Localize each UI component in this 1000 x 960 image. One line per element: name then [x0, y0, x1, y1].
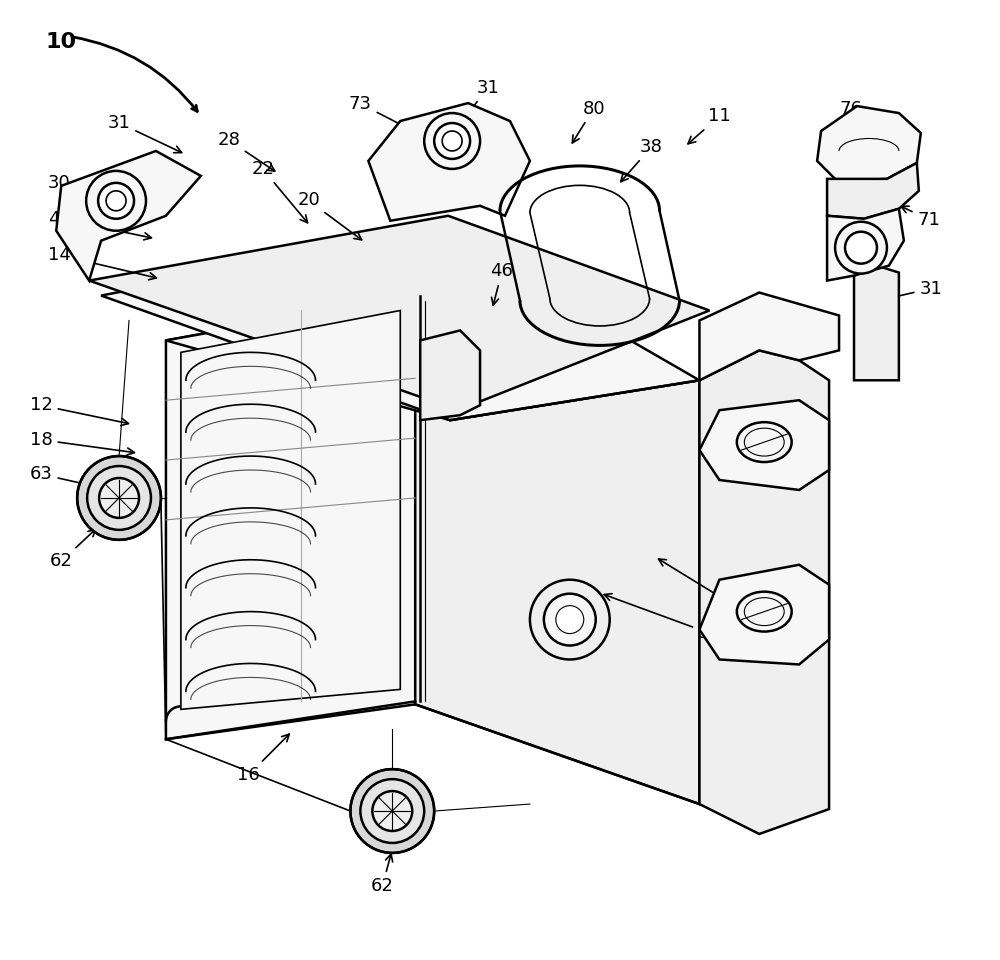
Text: 46: 46	[48, 209, 151, 240]
Polygon shape	[415, 296, 699, 804]
Circle shape	[544, 593, 596, 645]
Circle shape	[106, 191, 126, 211]
Text: 71: 71	[901, 206, 940, 228]
Text: 14: 14	[48, 246, 156, 279]
Circle shape	[845, 231, 877, 264]
Circle shape	[424, 113, 480, 169]
Polygon shape	[181, 310, 400, 709]
Polygon shape	[420, 330, 480, 420]
Text: 20: 20	[297, 191, 362, 240]
Text: 46: 46	[491, 262, 513, 305]
Circle shape	[86, 171, 146, 230]
Text: 11: 11	[688, 108, 731, 144]
Text: 31: 31	[752, 402, 801, 424]
Polygon shape	[699, 293, 839, 380]
Text: 31: 31	[465, 79, 499, 117]
Polygon shape	[699, 350, 829, 834]
Text: 24: 24	[659, 559, 741, 612]
Circle shape	[530, 580, 610, 660]
Text: 28: 28	[217, 132, 275, 171]
Text: 30: 30	[604, 593, 721, 642]
Circle shape	[77, 456, 161, 540]
Polygon shape	[368, 103, 530, 221]
Polygon shape	[827, 163, 919, 219]
Polygon shape	[166, 296, 699, 420]
Polygon shape	[827, 208, 904, 280]
Text: 31: 31	[108, 114, 182, 153]
Text: 63: 63	[371, 780, 394, 816]
Circle shape	[98, 182, 134, 219]
Polygon shape	[89, 216, 709, 410]
Circle shape	[372, 791, 412, 831]
Polygon shape	[817, 107, 921, 180]
Polygon shape	[699, 564, 829, 664]
Text: 63: 63	[30, 466, 97, 489]
Circle shape	[442, 131, 462, 151]
Circle shape	[835, 222, 887, 274]
Text: 73: 73	[349, 95, 414, 132]
Text: 31: 31	[885, 279, 942, 300]
Text: 22: 22	[251, 160, 308, 223]
Text: 18: 18	[30, 431, 134, 455]
Text: 10: 10	[46, 32, 77, 52]
Text: 62: 62	[371, 854, 394, 895]
Polygon shape	[854, 266, 899, 380]
Circle shape	[556, 606, 584, 634]
Circle shape	[434, 123, 470, 159]
Polygon shape	[101, 230, 699, 420]
Text: 16: 16	[237, 734, 289, 783]
Text: 62: 62	[50, 529, 96, 570]
Circle shape	[360, 780, 424, 843]
Text: 38: 38	[621, 138, 663, 181]
Text: 80: 80	[572, 100, 605, 143]
Text: 76: 76	[840, 100, 871, 133]
Circle shape	[87, 466, 151, 530]
Polygon shape	[56, 151, 201, 280]
Text: 30: 30	[48, 175, 146, 204]
Circle shape	[350, 769, 434, 852]
Circle shape	[99, 478, 139, 517]
Polygon shape	[699, 400, 829, 490]
Polygon shape	[166, 296, 415, 739]
Text: 12: 12	[30, 396, 128, 425]
